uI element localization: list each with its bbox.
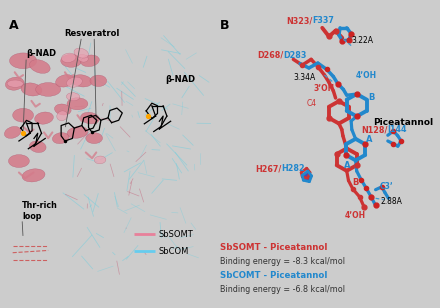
Text: 3.34A: 3.34A (293, 74, 315, 83)
Text: A: A (344, 161, 350, 170)
Ellipse shape (10, 53, 37, 69)
Text: β-NAD: β-NAD (26, 49, 56, 58)
Text: Piceatannol: Piceatannol (374, 118, 433, 127)
Polygon shape (302, 171, 312, 182)
Ellipse shape (61, 54, 82, 67)
Ellipse shape (29, 141, 46, 152)
Text: 4ʼOH: 4ʼOH (345, 211, 366, 220)
Ellipse shape (55, 104, 71, 115)
Ellipse shape (67, 98, 88, 110)
Ellipse shape (5, 77, 24, 90)
Text: C4: C4 (306, 99, 316, 108)
Text: SbCOM: SbCOM (159, 247, 189, 256)
Text: SbSOMT: SbSOMT (159, 229, 194, 239)
Ellipse shape (62, 53, 76, 63)
Ellipse shape (86, 133, 103, 144)
Text: Thr-rich
loop: Thr-rich loop (22, 201, 58, 221)
Text: F337: F337 (312, 16, 334, 25)
Ellipse shape (7, 80, 23, 87)
Text: N323/: N323/ (286, 16, 312, 25)
Text: Binding energy = -8.3 kcal/mol: Binding energy = -8.3 kcal/mol (220, 257, 345, 266)
Ellipse shape (35, 112, 53, 124)
Text: 3ʼOH: 3ʼOH (313, 84, 334, 93)
Ellipse shape (22, 169, 45, 182)
Text: D283: D283 (283, 51, 307, 59)
Ellipse shape (81, 112, 99, 124)
Text: β-NAD: β-NAD (165, 75, 195, 84)
Text: A: A (366, 135, 372, 144)
Ellipse shape (74, 48, 88, 58)
Ellipse shape (66, 93, 80, 101)
Ellipse shape (94, 156, 106, 164)
Ellipse shape (13, 108, 33, 122)
Text: N128/: N128/ (361, 125, 387, 134)
Ellipse shape (78, 55, 88, 62)
Ellipse shape (67, 127, 88, 138)
Ellipse shape (36, 83, 61, 96)
Text: B: B (220, 19, 230, 32)
Ellipse shape (21, 83, 42, 96)
Text: H267/: H267/ (255, 164, 281, 173)
Ellipse shape (29, 60, 50, 73)
Ellipse shape (90, 75, 107, 87)
Ellipse shape (57, 111, 67, 121)
Text: H282: H282 (281, 164, 305, 173)
Text: Resveratrol: Resveratrol (64, 29, 120, 38)
Text: A: A (8, 19, 18, 32)
Text: B: B (352, 178, 358, 187)
Text: SbCOMT - Piceatannol: SbCOMT - Piceatannol (220, 270, 327, 280)
Text: C3ʼ: C3ʼ (380, 182, 393, 191)
Text: Binding energy = -6.8 kcal/mol: Binding energy = -6.8 kcal/mol (220, 285, 345, 294)
Text: I144: I144 (387, 125, 407, 134)
Text: 3.22A: 3.22A (351, 36, 373, 45)
Ellipse shape (55, 75, 74, 87)
Ellipse shape (71, 75, 92, 87)
Text: 2.88A: 2.88A (381, 197, 402, 206)
Ellipse shape (52, 133, 69, 144)
Text: SbSOMT - Piceatannol: SbSOMT - Piceatannol (220, 243, 327, 252)
Ellipse shape (4, 126, 21, 138)
Ellipse shape (66, 77, 82, 87)
Text: D268/: D268/ (257, 51, 283, 59)
Text: 4ʼOH: 4ʼOH (356, 71, 377, 80)
Ellipse shape (8, 155, 29, 168)
Text: B: B (368, 93, 374, 102)
Ellipse shape (81, 55, 99, 67)
